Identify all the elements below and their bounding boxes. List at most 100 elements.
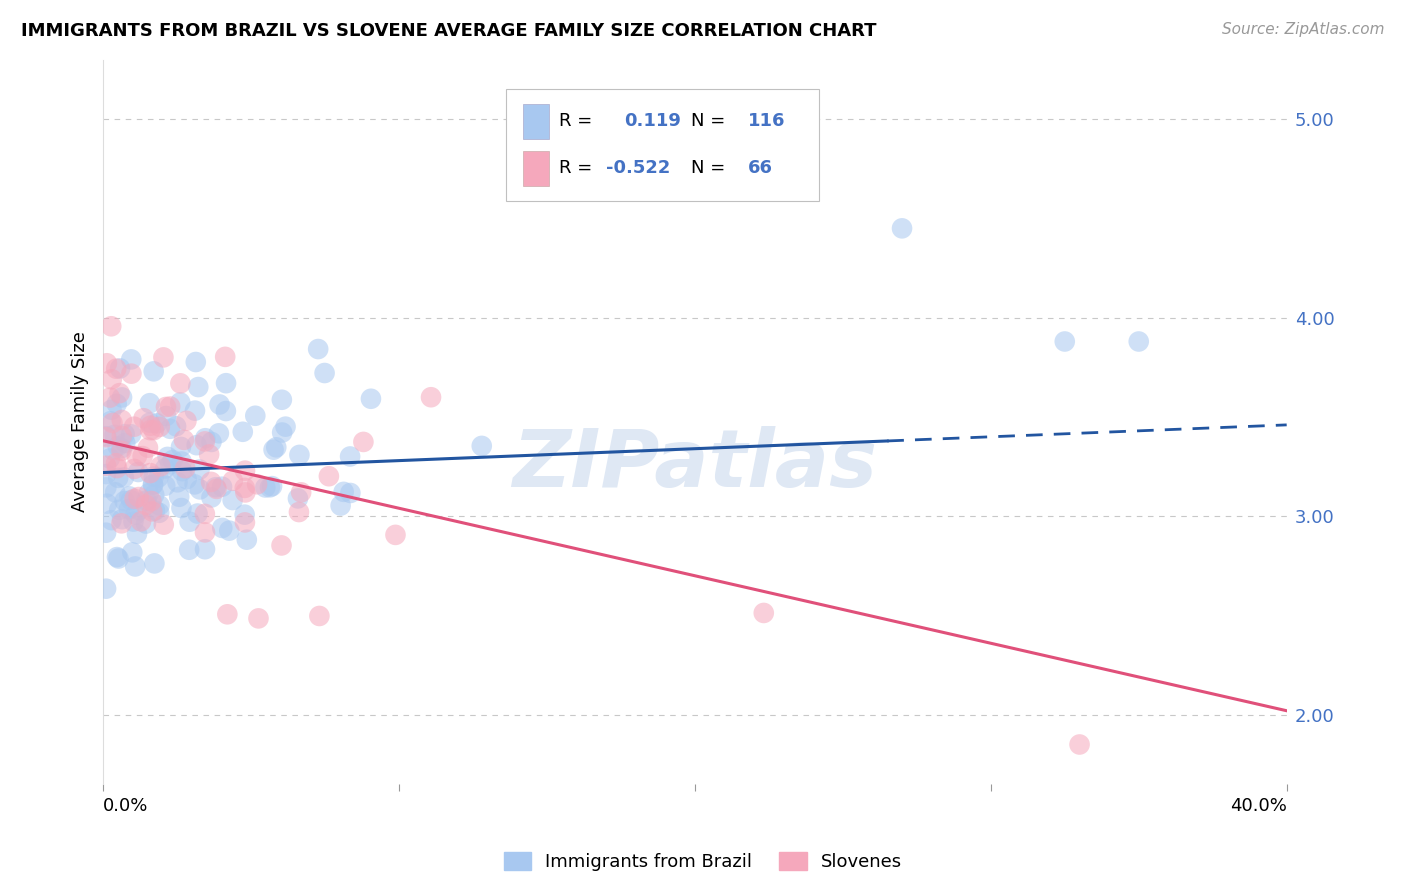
Point bbox=[128, 490, 150, 504]
Text: N =: N = bbox=[692, 160, 725, 178]
Point bbox=[148, 506, 170, 520]
Point bbox=[290, 485, 312, 500]
Point bbox=[211, 480, 233, 494]
Point bbox=[139, 423, 162, 437]
Point bbox=[125, 526, 148, 541]
Point bbox=[179, 515, 201, 529]
Point bbox=[232, 425, 254, 439]
Point bbox=[159, 457, 181, 471]
Point bbox=[149, 419, 172, 434]
Point bbox=[114, 427, 136, 442]
Point bbox=[187, 380, 209, 394]
Point bbox=[156, 450, 179, 464]
Point bbox=[167, 490, 190, 504]
Point bbox=[245, 409, 267, 423]
Point bbox=[194, 507, 217, 521]
Point bbox=[105, 550, 128, 565]
Point bbox=[118, 502, 141, 516]
Point bbox=[141, 494, 163, 508]
Point bbox=[339, 450, 361, 464]
Point bbox=[125, 449, 148, 463]
Point bbox=[114, 494, 136, 508]
Point bbox=[169, 395, 191, 409]
Point bbox=[205, 482, 228, 496]
Point bbox=[111, 512, 134, 526]
Point bbox=[105, 461, 128, 475]
Point bbox=[98, 451, 121, 466]
Point bbox=[332, 484, 354, 499]
Point bbox=[149, 459, 172, 474]
Point bbox=[96, 356, 118, 370]
Point bbox=[104, 485, 127, 500]
Text: 66: 66 bbox=[748, 160, 773, 178]
Point bbox=[259, 480, 281, 494]
Point bbox=[170, 454, 193, 468]
Point bbox=[132, 411, 155, 425]
Point bbox=[135, 493, 157, 508]
Point bbox=[114, 436, 136, 450]
Text: IMMIGRANTS FROM BRAZIL VS SLOVENE AVERAGE FAMILY SIZE CORRELATION CHART: IMMIGRANTS FROM BRAZIL VS SLOVENE AVERAG… bbox=[21, 22, 876, 40]
Point bbox=[360, 392, 382, 406]
Bar bbox=[523, 151, 550, 186]
Point bbox=[120, 352, 142, 367]
Point bbox=[233, 516, 256, 530]
Point bbox=[218, 524, 240, 538]
Point bbox=[100, 402, 122, 417]
Point bbox=[118, 489, 141, 503]
FancyBboxPatch shape bbox=[506, 88, 820, 201]
Point bbox=[120, 367, 142, 381]
Point bbox=[110, 516, 132, 531]
Point bbox=[142, 469, 165, 483]
Point bbox=[233, 481, 256, 495]
Point bbox=[148, 470, 170, 484]
Point bbox=[142, 364, 165, 378]
Point bbox=[307, 342, 329, 356]
Point bbox=[152, 351, 174, 365]
Point bbox=[94, 467, 117, 481]
Point bbox=[110, 443, 132, 458]
Point bbox=[108, 386, 131, 401]
Point bbox=[184, 355, 207, 369]
Point bbox=[105, 397, 128, 411]
Point bbox=[142, 477, 165, 491]
Point bbox=[107, 471, 129, 485]
Point bbox=[208, 426, 231, 441]
Point bbox=[100, 414, 122, 428]
Point bbox=[139, 418, 162, 433]
Point bbox=[217, 607, 239, 622]
Bar bbox=[523, 103, 550, 138]
Point bbox=[142, 477, 165, 491]
Point bbox=[288, 448, 311, 462]
Point bbox=[142, 423, 165, 437]
Point bbox=[166, 475, 188, 490]
Point bbox=[94, 525, 117, 540]
Point bbox=[352, 434, 374, 449]
Point bbox=[318, 469, 340, 483]
Point bbox=[198, 447, 221, 461]
Point bbox=[135, 516, 157, 531]
Point bbox=[233, 464, 256, 478]
Text: R =: R = bbox=[558, 160, 592, 178]
Point bbox=[270, 392, 292, 407]
Point bbox=[183, 477, 205, 491]
Point bbox=[111, 391, 134, 405]
Point bbox=[208, 397, 231, 411]
Point bbox=[271, 425, 294, 440]
Point bbox=[124, 462, 146, 476]
Point bbox=[170, 440, 193, 454]
Point bbox=[120, 493, 142, 508]
Point bbox=[200, 434, 222, 449]
Point bbox=[173, 433, 195, 447]
Point bbox=[214, 350, 236, 364]
Point bbox=[138, 486, 160, 500]
Point bbox=[420, 390, 443, 404]
Point bbox=[146, 417, 169, 431]
Point bbox=[165, 419, 187, 434]
Text: ZIPatlas: ZIPatlas bbox=[512, 426, 877, 504]
Point bbox=[143, 557, 166, 571]
Point bbox=[96, 497, 118, 511]
Point bbox=[105, 361, 128, 376]
Point bbox=[211, 521, 233, 535]
Text: 0.0%: 0.0% bbox=[103, 797, 149, 815]
Text: 116: 116 bbox=[748, 112, 786, 130]
